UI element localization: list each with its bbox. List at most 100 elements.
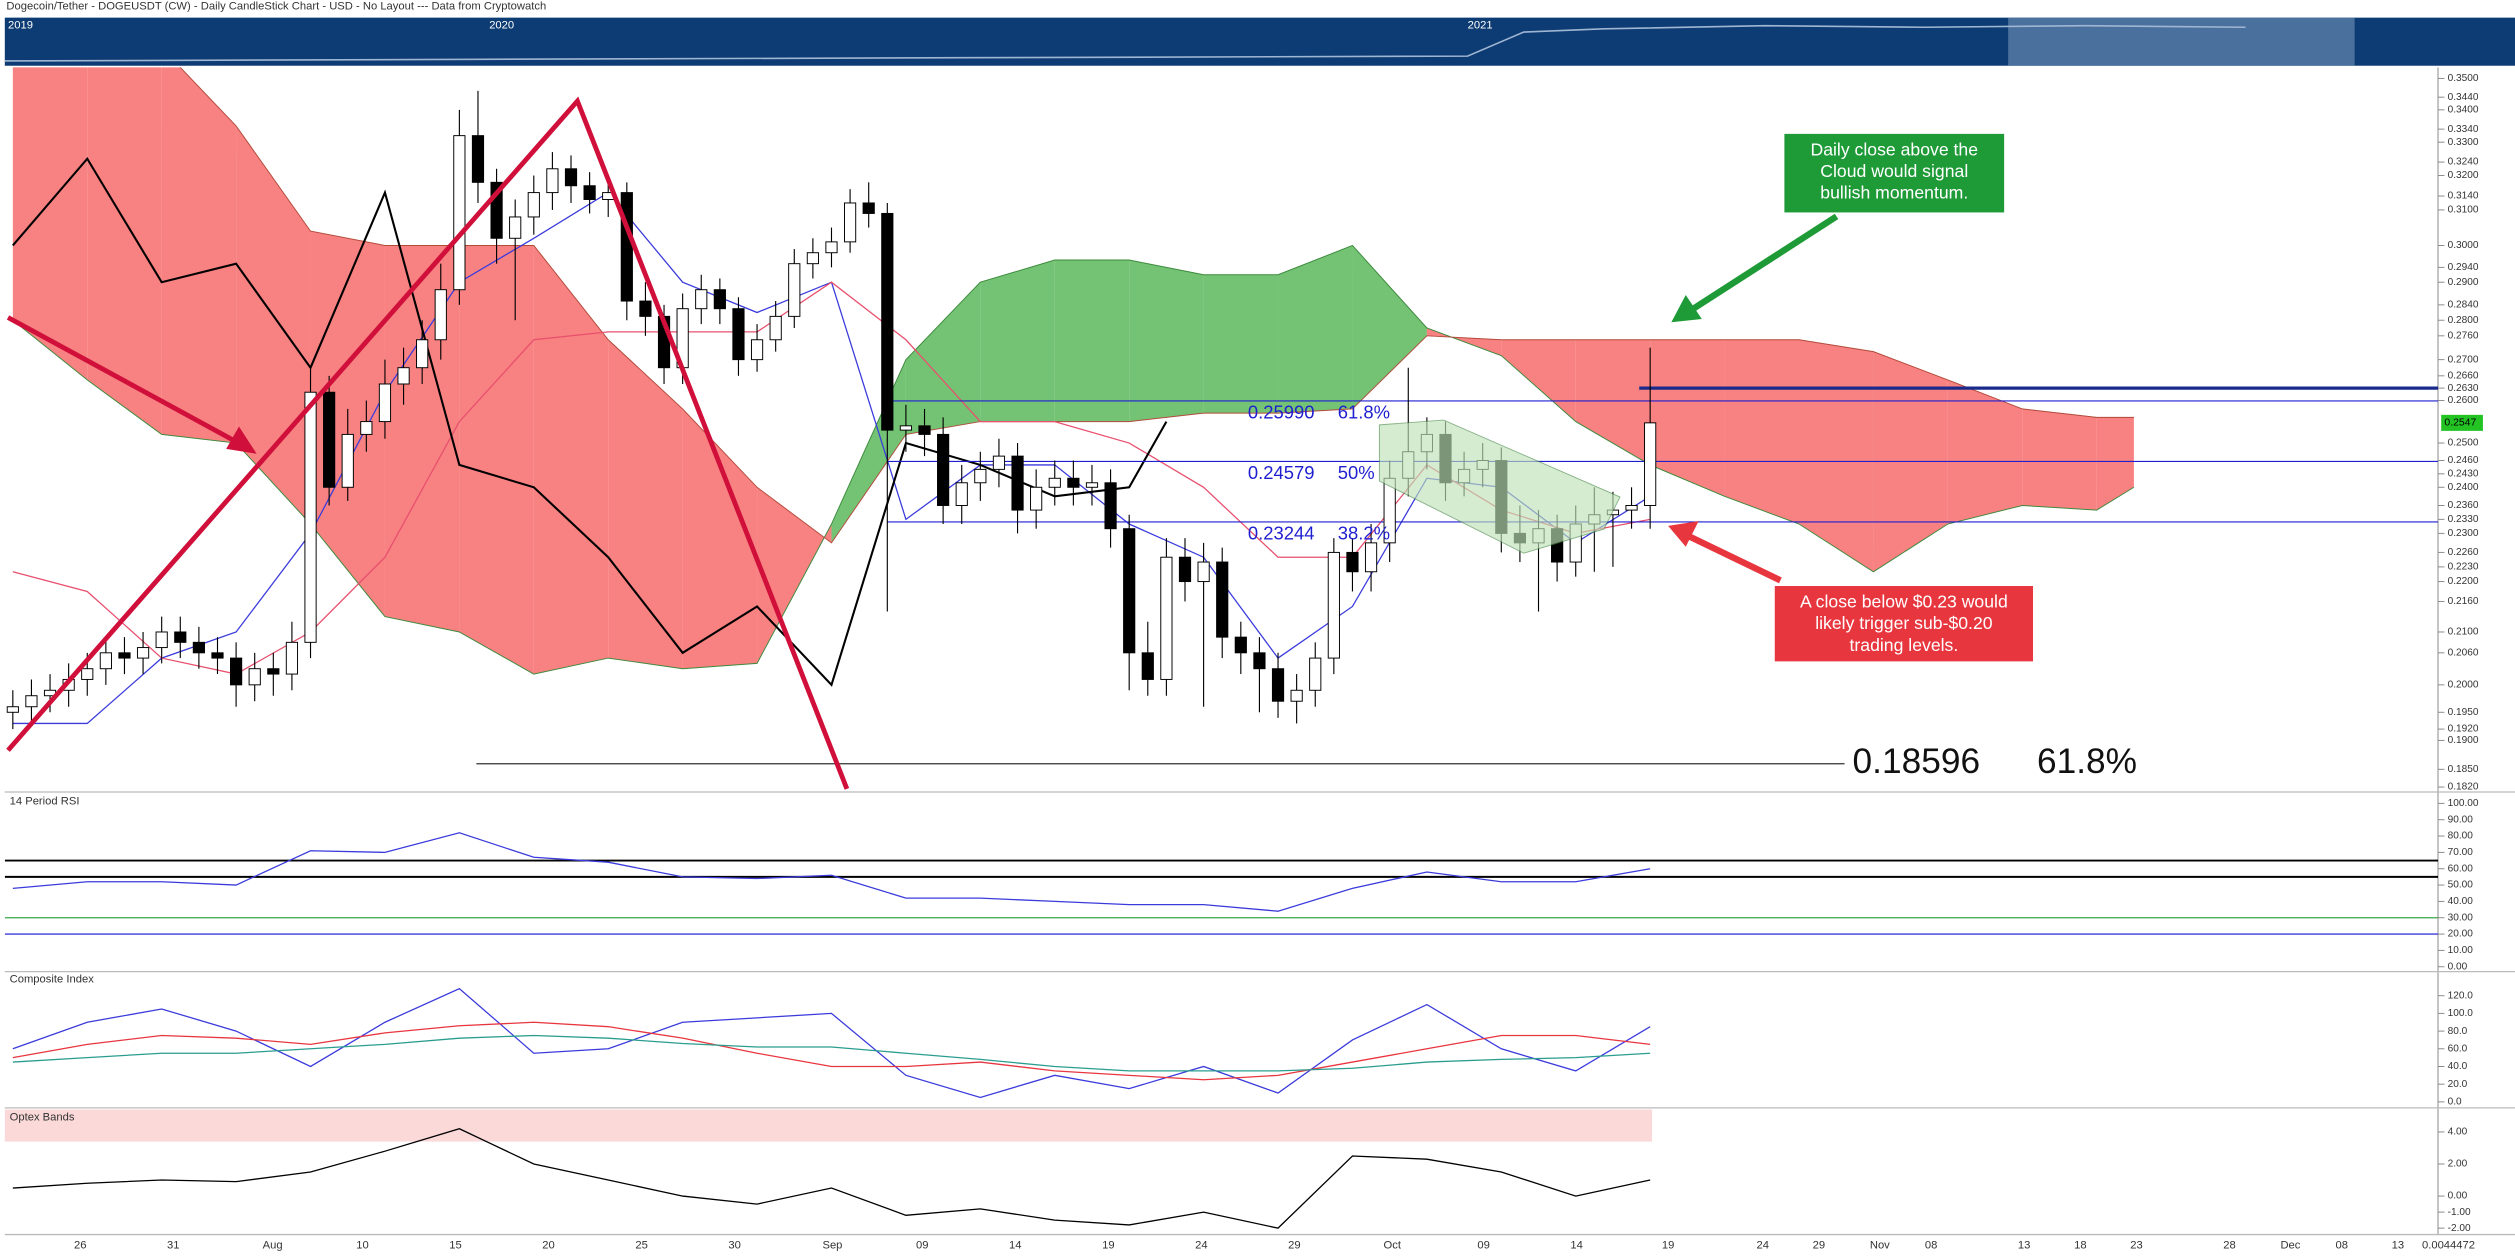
cloud-segment — [757, 487, 832, 664]
candle-body — [1048, 477, 1061, 488]
candle-body — [211, 652, 224, 659]
candle-body — [285, 641, 299, 675]
y-tick-label: 2.00 — [2448, 1159, 2468, 1170]
arrow-head — [1671, 295, 1702, 323]
cloud-segment — [1129, 260, 1204, 422]
fib-price: 0.25990 — [1248, 402, 1315, 423]
x-tick-label: 30 — [728, 1240, 740, 1252]
candle-body — [6, 706, 19, 713]
navigator-window[interactable] — [2008, 17, 2355, 66]
cloud-segment — [533, 245, 609, 675]
x-tick-label: 14 — [1009, 1240, 1021, 1252]
candle-body — [862, 202, 875, 214]
x-tick-label: 18 — [2074, 1240, 2086, 1252]
candle-body — [1364, 542, 1378, 573]
indicator-line — [12, 1128, 1651, 1229]
rsi-panel — [4, 832, 2439, 935]
cloud-segment — [2096, 417, 2134, 511]
y-tick-label: 0.3100 — [2448, 205, 2479, 216]
candle-body — [1067, 477, 1080, 488]
x-tick-label: 08 — [2336, 1240, 2348, 1252]
annotation-text: A close below $0.23 would — [1800, 592, 2008, 612]
candle-body — [1141, 652, 1154, 680]
candle-body — [974, 468, 987, 484]
fib-ratio: 50% — [1338, 462, 1375, 483]
candle-body — [1327, 551, 1340, 659]
header-title: Dogecoin/Tether - DOGEUSDT (CW) - Daily … — [6, 0, 546, 12]
y-tick-label: 0.2200 — [2448, 576, 2479, 587]
candle-body — [1625, 505, 1638, 511]
candle-body — [174, 631, 187, 643]
cloud-segment — [384, 245, 460, 632]
x-tick-label: 29 — [1813, 1240, 1825, 1252]
extension-price: 0.18596 — [1853, 742, 1981, 781]
extension-ratio: 61.8% — [2037, 742, 2137, 781]
y-tick-label: 0.2000 — [2448, 680, 2479, 691]
candle-body — [118, 652, 131, 659]
candle-body — [937, 433, 950, 506]
candle-body — [434, 289, 447, 341]
y-tick-label: 0.2300 — [2448, 528, 2479, 539]
y-tick-label: 0.2600 — [2448, 395, 2479, 406]
candle-body — [844, 202, 857, 243]
x-tick-label: 08 — [1925, 1240, 1937, 1252]
y-tick-label: 0.2230 — [2448, 562, 2479, 573]
y-tick-label: 0.2660 — [2448, 370, 2479, 381]
cloud-segment — [459, 245, 534, 675]
candle-body — [99, 652, 112, 670]
y-tick-label: 0.3500 — [2448, 73, 2479, 84]
y-tick-label: 0.1950 — [2448, 707, 2479, 718]
candle-body — [1234, 636, 1247, 654]
footer-readout: 0.0044472 — [2422, 1240, 2475, 1252]
y-tick-label: 10.00 — [2448, 945, 2474, 956]
candle-body — [1271, 668, 1285, 702]
annotation-box — [1773, 584, 2035, 663]
candle-body — [992, 455, 1006, 470]
y-tick-label: 0.2760 — [2448, 330, 2479, 341]
y-tick-label: 50.00 — [2448, 880, 2474, 891]
cloud-span-b — [179, 67, 2134, 544]
candle-body — [490, 181, 503, 239]
candle-body — [1346, 551, 1359, 573]
y-tick-label: 0.2460 — [2448, 455, 2479, 466]
candle-body — [546, 168, 559, 194]
candle-body — [583, 185, 596, 200]
candle-body — [732, 308, 745, 361]
candle-body — [397, 367, 410, 385]
arrow — [1685, 532, 1782, 584]
y-tick-label: 60.0 — [2448, 1043, 2468, 1054]
y-tick-label: 20.00 — [2448, 929, 2474, 940]
y-tick-label: 0.3400 — [2448, 105, 2479, 116]
candle-body — [453, 135, 466, 291]
candle-body — [1030, 486, 1043, 511]
y-tick-label: 40.00 — [2448, 896, 2474, 907]
y-tick-label: -1.00 — [2448, 1207, 2471, 1218]
candle-body — [25, 695, 38, 708]
y-tick-label: 0.2800 — [2448, 315, 2479, 326]
arrow — [6, 315, 242, 447]
y-tick-label: 0.2360 — [2448, 500, 2479, 511]
y-tick-label: 0.2160 — [2448, 596, 2479, 607]
fib-price: 0.24579 — [1248, 462, 1315, 483]
y-tick-label: 4.00 — [2448, 1127, 2468, 1138]
x-tick-label: 15 — [449, 1240, 461, 1252]
candle-body — [1085, 482, 1099, 488]
candle-body — [527, 192, 540, 218]
fib-ratio: 38.2% — [1338, 523, 1390, 544]
fib-ratio: 61.8% — [1338, 402, 1390, 423]
candle-body — [81, 668, 94, 680]
channel — [1378, 419, 1621, 554]
y-tick-label: 0.00 — [2448, 1191, 2468, 1202]
y-tick-label: 0.2260 — [2448, 547, 2479, 558]
annotation-text: trading levels. — [1850, 635, 1959, 655]
y-tick-label: 40.0 — [2448, 1061, 2468, 1072]
candle-body — [1104, 482, 1117, 530]
y-tick-label: 0.1900 — [2448, 735, 2479, 746]
y-tick-label: 0.2840 — [2448, 300, 2479, 311]
y-tick-label: 0.3200 — [2448, 170, 2479, 181]
cloud-span-a — [12, 244, 2135, 675]
panel-title: 14 Period RSI — [10, 796, 80, 808]
